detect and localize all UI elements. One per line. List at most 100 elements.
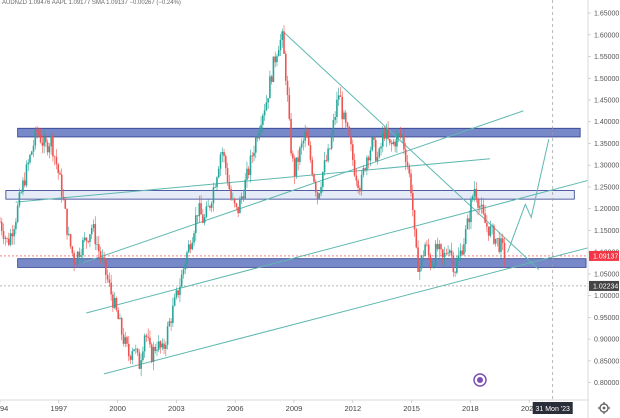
y-tick-label: 1.05000 xyxy=(594,271,619,278)
candle-body xyxy=(110,282,112,295)
candle-body xyxy=(406,162,409,166)
candle-body xyxy=(154,346,157,351)
candle-body xyxy=(493,225,495,244)
candle-body xyxy=(487,226,490,236)
x-tick-label: 2021 xyxy=(521,404,538,413)
gear-icon[interactable] xyxy=(598,402,610,414)
candle-body xyxy=(352,144,354,160)
candle-body xyxy=(97,244,100,252)
candle-body xyxy=(142,351,144,361)
candle-body xyxy=(57,164,60,173)
candle-body xyxy=(367,157,370,161)
candle-body xyxy=(373,137,375,140)
candle-body xyxy=(380,146,382,149)
candle-body xyxy=(126,337,128,344)
candle-body xyxy=(436,243,439,250)
candle-body xyxy=(392,141,395,145)
candle-body xyxy=(30,151,33,155)
candle-body xyxy=(410,173,412,194)
candle-body xyxy=(66,208,68,235)
candle-body xyxy=(38,131,40,135)
candle-body xyxy=(256,137,259,139)
y-tick-label: 1.45000 xyxy=(594,98,619,105)
candle-body xyxy=(166,326,169,345)
candle-body xyxy=(290,118,292,154)
candle-body xyxy=(113,297,116,308)
candle-body xyxy=(390,142,393,145)
candle-body xyxy=(466,218,469,230)
candle-body xyxy=(355,175,358,181)
candle-body xyxy=(59,172,61,175)
x-tick-label: 2006 xyxy=(227,404,244,413)
candle-body xyxy=(219,154,222,169)
candle-body xyxy=(210,203,213,208)
candle-body xyxy=(156,349,158,351)
candle-body xyxy=(413,210,416,230)
candle-body xyxy=(468,218,471,223)
candle-body xyxy=(136,348,139,353)
candle-body xyxy=(209,205,211,208)
candle-body xyxy=(36,129,38,132)
candle-body xyxy=(99,251,102,258)
candle-body xyxy=(341,96,344,120)
candle-body xyxy=(112,294,114,308)
candle-body xyxy=(369,150,372,161)
compare-icon[interactable] xyxy=(473,373,487,387)
candle-body xyxy=(119,318,121,320)
candle-body xyxy=(22,180,24,193)
candle-body xyxy=(276,56,278,63)
candle-body xyxy=(105,259,107,275)
candle-body xyxy=(295,157,298,177)
candle-body xyxy=(486,223,488,227)
candle-body xyxy=(182,269,185,275)
trend-line-2 xyxy=(86,179,589,314)
candle-body xyxy=(240,196,243,199)
x-tick-label: 2012 xyxy=(344,404,361,413)
candle-body xyxy=(179,286,181,296)
candle-body xyxy=(94,224,97,245)
y-tick-label: 0.80000 xyxy=(594,380,619,387)
candle-body xyxy=(232,198,234,200)
candle-body xyxy=(233,198,236,204)
candle-body xyxy=(247,168,250,176)
candle-body xyxy=(6,237,8,239)
candle-body xyxy=(350,135,352,145)
candle-body xyxy=(53,156,56,157)
candle-body xyxy=(489,226,492,236)
candle-body xyxy=(23,180,26,186)
candle-body xyxy=(217,168,220,178)
candle-body xyxy=(230,189,232,199)
candle-body xyxy=(108,279,111,283)
trend-line-4 xyxy=(283,32,540,270)
candle-body xyxy=(366,157,368,171)
candle-body xyxy=(246,168,248,180)
candle-body xyxy=(200,203,202,215)
candle-body xyxy=(106,274,109,280)
candle-body xyxy=(147,336,149,338)
candle-body xyxy=(13,229,15,237)
candle-body xyxy=(297,157,299,162)
candle-body xyxy=(440,244,442,250)
candle-body xyxy=(329,148,331,150)
candle-body xyxy=(339,95,342,97)
candle-body xyxy=(314,181,317,193)
candle-body xyxy=(11,233,14,237)
candle-body xyxy=(75,264,77,265)
candle-body xyxy=(357,180,359,189)
candle-body xyxy=(67,234,70,235)
candle-body xyxy=(359,188,361,192)
candle-body xyxy=(78,251,81,257)
candle-body xyxy=(2,231,5,239)
candle-body xyxy=(117,309,119,320)
candle-body xyxy=(344,112,347,123)
candle-body xyxy=(491,225,493,227)
candle-body xyxy=(302,140,305,144)
candle-body xyxy=(34,129,37,146)
candle-body xyxy=(48,146,51,153)
candle-body xyxy=(337,95,340,100)
candle-body xyxy=(90,228,93,235)
candle-body xyxy=(461,250,463,255)
candle-body xyxy=(260,124,262,131)
